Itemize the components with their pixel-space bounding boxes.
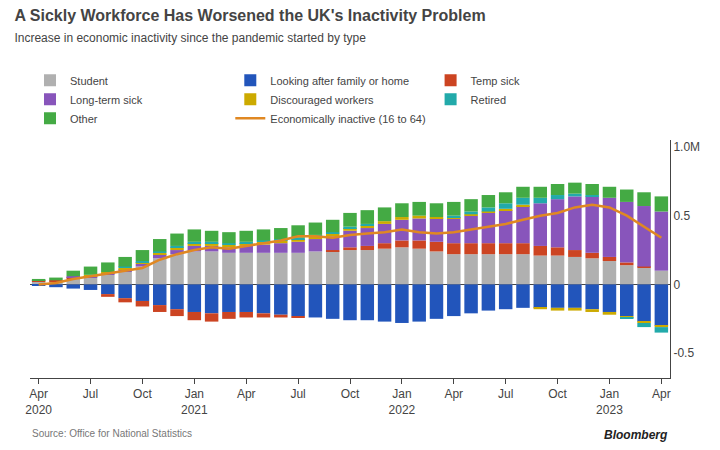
svg-text:Apr: Apr (237, 387, 256, 401)
svg-text:Apr: Apr (444, 387, 463, 401)
svg-text:Jan2023: Jan2023 (596, 387, 623, 417)
svg-text:Jul: Jul (498, 387, 513, 401)
svg-text:Long-term sick: Long-term sick (70, 94, 143, 106)
svg-text:Jan2021: Jan2021 (181, 387, 208, 417)
svg-text:Jul: Jul (290, 387, 305, 401)
svg-text:Temp sick: Temp sick (471, 75, 520, 87)
svg-text:Apr: Apr (652, 387, 671, 401)
svg-text:Other: Other (70, 113, 98, 125)
svg-text:A Sickly Workforce Has Worsene: A Sickly Workforce Has Worsened the UK's… (14, 7, 485, 45)
svg-text:Discouraged workers: Discouraged workers (270, 94, 374, 106)
svg-text:Looking after family or home: Looking after family or home (270, 75, 409, 87)
svg-text:0: 0 (673, 278, 680, 292)
svg-text:Jul: Jul (83, 387, 98, 401)
svg-text:Apr2020: Apr2020 (25, 387, 52, 417)
svg-text:0.5: 0.5 (673, 209, 690, 223)
svg-text:1.0M: 1.0M (673, 140, 700, 154)
svg-text:Oct: Oct (133, 387, 152, 401)
svg-text:Oct: Oct (548, 387, 567, 401)
svg-text:Jan2022: Jan2022 (389, 387, 416, 417)
svg-text:-0.5: -0.5 (673, 346, 694, 360)
svg-text:Bloomberg: Bloomberg (604, 428, 668, 442)
svg-text:Retired: Retired (471, 94, 506, 106)
svg-text:Oct: Oct (341, 387, 360, 401)
svg-text:Source: Office for National St: Source: Office for National Statistics (32, 428, 192, 439)
svg-text:Student: Student (70, 75, 108, 87)
svg-text:Economically inactive (16 to 6: Economically inactive (16 to 64) (270, 113, 425, 125)
